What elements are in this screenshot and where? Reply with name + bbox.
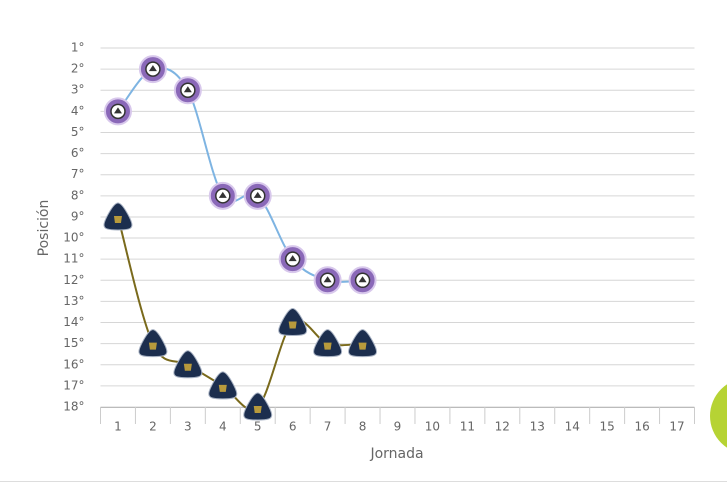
y-tick-label: 3° [71,83,85,97]
point-marker [243,392,273,421]
x-axis-label: Jornada [369,446,423,462]
point-marker [348,329,378,358]
badge-icon [358,276,367,283]
point-marker [313,329,343,358]
badge-icon [323,276,332,283]
x-tick-label: 14 [565,420,580,434]
point-marker [173,76,202,105]
badge-icon [323,342,332,350]
x-tick-label: 8 [359,420,367,434]
y-tick-label: 4° [71,104,85,118]
y-tick-label: 15° [63,336,84,350]
y-tick-label: 8° [71,188,85,202]
badge-icon [358,342,367,350]
y-tick-label: 11° [63,252,84,266]
badge-icon [183,86,192,93]
point-marker [103,97,132,126]
point-marker [173,350,203,379]
x-tick-label: 12 [495,420,510,434]
badge-icon [288,255,297,262]
badge-icon [148,65,157,72]
x-tick-label: 13 [530,420,545,434]
point-marker [208,371,238,400]
x-tick-label: 1 [114,420,122,434]
y-tick-label: 7° [71,167,85,181]
badge-icon [288,321,297,329]
x-tick-label: 6 [289,420,297,434]
y-tick-label: 13° [63,294,84,308]
badge-icon [113,215,122,223]
badge-icon [253,406,262,413]
y-tick-label: 17° [63,378,84,392]
y-tick-label: 5° [71,125,85,139]
y-tick-label: 12° [63,273,84,287]
point-marker [103,202,133,231]
series-line [117,216,363,411]
x-tick-label: 17 [669,420,684,434]
x-tick-label: 11 [460,420,475,434]
badge-icon [148,342,157,350]
x-tick-label: 9 [394,420,402,434]
x-tick-label: 5 [254,420,262,434]
x-tick-label: 10 [425,420,440,434]
point-marker [348,266,377,295]
point-marker [208,181,237,210]
x-tick-label: 4 [219,420,227,434]
x-tick-label: 2 [149,420,157,434]
y-tick-label: 18° [63,400,84,414]
y-axis-label: Posición [36,200,52,257]
badge-icon [253,191,262,198]
y-tick-label: 1° [71,41,85,55]
y-tick-label: 16° [63,357,84,371]
point-marker [278,308,308,337]
badge-icon [218,191,227,198]
x-tick-label: 3 [184,420,192,434]
point-marker [313,266,342,295]
point-marker [138,55,167,84]
y-tick-label: 14° [63,315,84,329]
y-tick-label: 6° [71,146,85,160]
point-marker [243,181,272,210]
point-marker [138,329,168,358]
badge-icon [183,363,192,371]
y-tick-label: 2° [71,62,85,76]
point-marker [278,245,307,274]
y-tick-label: 9° [71,209,85,223]
badge-icon [218,384,227,392]
x-tick-label: 15 [600,420,615,434]
x-tick-label: 7 [324,420,332,434]
badge-icon [113,107,122,114]
x-tick-label: 16 [634,420,649,434]
y-tick-label: 10° [63,231,84,245]
side-button [710,384,727,448]
